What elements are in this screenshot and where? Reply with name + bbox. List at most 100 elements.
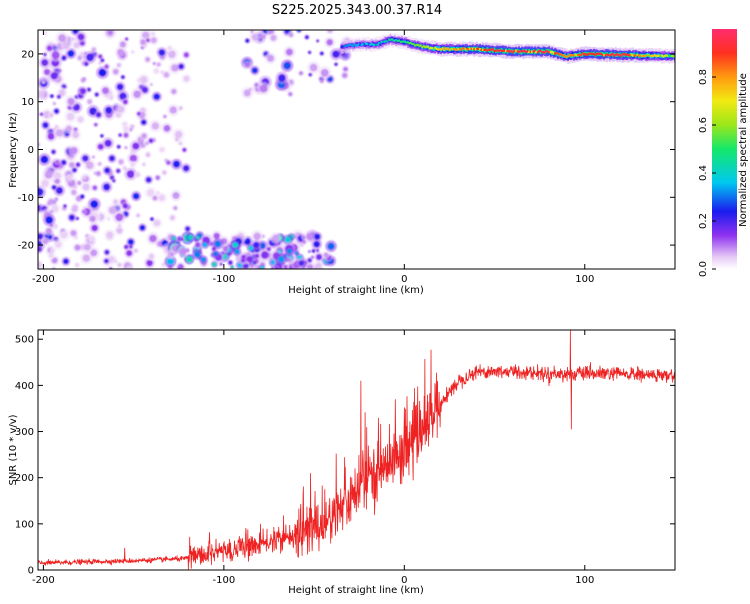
ridge-segment — [598, 52, 601, 56]
noise-blob — [148, 253, 155, 259]
ridge-segment — [595, 52, 598, 56]
noise-blob — [86, 161, 94, 170]
snr-xlabel: Height of straight line (km) — [288, 585, 424, 596]
noise-blob — [63, 258, 69, 265]
ridge-segment — [444, 47, 447, 52]
ridge-segment — [411, 42, 414, 45]
noise-blob — [178, 141, 183, 146]
snr-frame — [37, 329, 676, 571]
noise-blob — [91, 224, 98, 232]
ridge-segment — [427, 45, 429, 48]
ridge-segment — [637, 54, 640, 57]
ridge-segment — [435, 47, 438, 50]
noise-blob — [131, 50, 135, 54]
ridge-segment — [424, 45, 427, 49]
ridge-segment — [610, 53, 613, 56]
ridge-segment — [554, 52, 557, 55]
noise-blob — [295, 251, 299, 255]
ridge-segment — [422, 45, 425, 50]
noise-blob — [305, 35, 309, 39]
noise-blob — [51, 51, 60, 60]
ridge-segment — [588, 52, 591, 55]
ridge-segment — [640, 54, 643, 57]
colorbar-label: Normalized spectral amplitude — [738, 73, 749, 227]
y-tick-label: 100 — [15, 519, 34, 530]
noise-blob — [100, 58, 105, 63]
noise-blob — [71, 189, 77, 196]
ridge-segment — [370, 42, 373, 46]
ridge-segment — [585, 53, 588, 56]
noise-blob — [38, 233, 43, 240]
noise-blob — [54, 241, 62, 248]
ridge-segment — [658, 54, 660, 57]
ridge-segment — [437, 48, 440, 51]
ridge-segment — [344, 44, 347, 47]
noise-blob — [159, 146, 165, 153]
noise-blob — [142, 31, 150, 39]
noise-blob — [166, 257, 175, 265]
y-tick-label: 500 — [15, 335, 34, 346]
noise-blob — [342, 72, 348, 79]
ridge-segment — [353, 43, 356, 48]
noise-blob — [266, 247, 271, 252]
noise-blob — [118, 159, 124, 165]
spectrogram-ylabel: Frequency (Hz) — [8, 112, 19, 188]
ridge-segment — [340, 45, 343, 49]
ridge-segment — [526, 50, 529, 53]
ridge-segment — [492, 48, 494, 51]
noise-blob — [306, 232, 314, 241]
noise-blob — [308, 250, 311, 253]
noise-blob — [173, 160, 180, 168]
noise-blob — [67, 97, 75, 105]
ridge-segment — [369, 43, 372, 46]
noise-blob — [41, 59, 49, 66]
noise-blob — [52, 185, 57, 190]
ridge-segment — [544, 51, 546, 54]
ridge-segment — [461, 47, 464, 50]
noise-blob — [117, 105, 125, 113]
ridge-segment — [422, 45, 425, 48]
noise-blob — [174, 130, 183, 139]
noise-blob — [129, 154, 138, 163]
noise-blob — [117, 48, 124, 56]
y-tick-label: 10 — [21, 97, 34, 108]
ridge-segment — [551, 51, 554, 56]
noise-blob — [40, 155, 49, 164]
noise-blob — [180, 237, 184, 241]
ridge-segment — [492, 48, 494, 53]
ridge-segment — [520, 50, 523, 53]
noise-blob — [246, 256, 253, 263]
ridge-segment — [642, 54, 645, 58]
colorbar-tick-label: 0.2 — [698, 213, 709, 229]
noise-blob — [106, 231, 114, 239]
ridge-segment — [617, 54, 620, 57]
ridge-segment — [388, 38, 391, 41]
noise-blob — [116, 63, 121, 68]
ridge-segment — [601, 52, 604, 56]
ridge-segment — [486, 49, 489, 52]
ridge-segment — [630, 53, 633, 56]
noise-blob — [94, 122, 98, 127]
ridge-segment — [385, 40, 388, 43]
ridge-segment — [601, 54, 604, 57]
ridge-segment — [370, 43, 373, 47]
ridge-segment — [408, 41, 411, 45]
noise-blob — [90, 200, 99, 208]
noise-blob — [272, 234, 280, 242]
ridge-segment — [463, 47, 466, 50]
ridge-segment — [398, 39, 401, 42]
ridge-segment — [655, 54, 658, 57]
ridge-segment — [538, 49, 541, 52]
ridge-segment — [386, 40, 389, 43]
noise-blob — [77, 180, 82, 185]
ridge-segment — [551, 50, 554, 53]
noise-blob — [118, 224, 122, 228]
noise-blob — [132, 142, 140, 150]
noise-blob — [103, 183, 110, 191]
ridge-segment — [613, 54, 616, 57]
noise-blob — [72, 131, 79, 139]
colorbar: 0.0 0.2 0.4 0.6 0.8 Normalized spectral ampl… — [698, 29, 749, 277]
noise-blob — [117, 145, 121, 149]
noise-blob — [288, 32, 294, 38]
